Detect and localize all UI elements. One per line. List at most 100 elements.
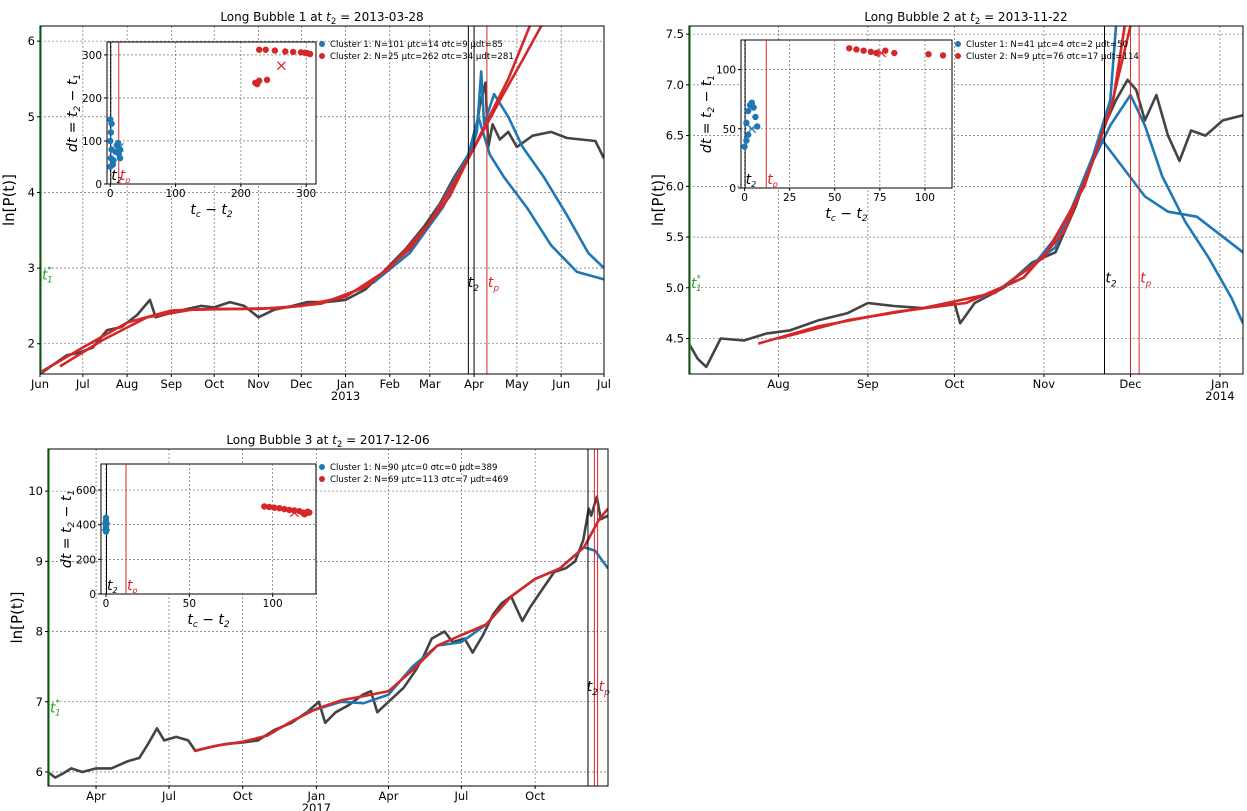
- price-line: [48, 495, 608, 779]
- inset-point-cluster2: [853, 46, 860, 53]
- y-tick-label: 6.0: [666, 179, 684, 193]
- t2-label: t2: [468, 275, 480, 294]
- inset-point-cluster2: [860, 47, 867, 54]
- t1-label: t* 1: [42, 265, 53, 285]
- y-tick-label: 4.5: [666, 331, 684, 345]
- inset-point-cluster2: [939, 52, 947, 59]
- inset-point-cluster2: [925, 51, 932, 58]
- chart-2: Long Bubble 2 at t2 = 2013-11-22 t* 1 t2 tp 4…: [649, 10, 1244, 403]
- chart-title: Long Bubble 3 at t2 = 2017-12-06: [226, 433, 429, 450]
- inset-point-cluster2: [261, 503, 268, 510]
- y-tick-label: 6.5: [666, 129, 684, 143]
- x-tick-label: Oct: [204, 377, 224, 391]
- x-year-label: 2013: [331, 389, 360, 403]
- inset-point-cluster2: [304, 508, 311, 515]
- y-axis: 6 7 8 9 10: [28, 484, 48, 779]
- inset-x-tick-label: 100: [166, 188, 186, 200]
- legend: Cluster 1: N=101 μtc=14 σtc=9 μdt=85 Clus…: [319, 40, 514, 62]
- fit-cluster1-2: [994, 93, 1243, 324]
- inset-point-cluster2: [276, 505, 283, 512]
- x-tick-label: Jul: [453, 789, 468, 803]
- t1-label: t* 1: [50, 698, 61, 718]
- inset-point-cluster1: [107, 137, 114, 145]
- fit-cluster1-1: [979, 26, 1118, 300]
- y-tick-label: 6: [28, 34, 35, 48]
- inset-y-tick-label: 0: [89, 589, 96, 601]
- y-axis-label: ln[P(t)]: [0, 174, 18, 226]
- inset-point-cluster1: [741, 143, 748, 150]
- inset-y-tick-label: 200: [82, 93, 102, 105]
- legend-label-cluster1: Cluster 1: N=90 μtc=0 σtc=0 μdt=389: [330, 463, 497, 473]
- t1-label: t* 1: [691, 274, 702, 294]
- inset-mean-cluster1: [114, 142, 124, 152]
- y-tick-label: 9: [36, 554, 43, 568]
- y-tick-label: 3: [28, 261, 35, 275]
- x-tick-label: Aug: [767, 377, 789, 391]
- inset-tp-label: tp: [120, 168, 131, 185]
- legend-label-cluster2: Cluster 2: N=25 μtc=262 σtc=34 μdt=281: [330, 52, 514, 62]
- t2-label: t2: [587, 679, 599, 698]
- y-tick-label: 6: [36, 765, 43, 779]
- x-tick-label: Jul: [75, 377, 90, 391]
- inset-x-tick-label: 25: [783, 192, 796, 204]
- legend-marker-cluster1: [319, 464, 325, 470]
- x-tick-label: Dec: [290, 377, 312, 391]
- legend-label-cluster2: Cluster 2: N=69 μtc=113 σtc=7 μdt=469: [330, 475, 508, 485]
- y-tick-label: 5: [28, 110, 35, 124]
- inset-point-cluster2: [846, 45, 853, 52]
- inset-mean-cluster2: [877, 48, 887, 58]
- tp-label: tp: [488, 275, 500, 294]
- inset-point-cluster1: [743, 119, 750, 127]
- inset-y-label: dt = t2 − t1: [699, 75, 717, 153]
- x-tick-label: Sep: [161, 377, 183, 391]
- inset-x-tick-label: 0: [103, 598, 110, 610]
- inset-y-tick-label: 50: [723, 124, 736, 136]
- inset-t2-label: t2: [111, 168, 122, 185]
- x-axis: Jun Jul Aug Sep Oct Nov Dec Jan Feb Mar Apr May Jun J…: [30, 374, 611, 403]
- y-axis-label: ln[P(t)]: [8, 591, 26, 643]
- fit-cluster2-1: [40, 26, 543, 374]
- inset-point-cluster2: [271, 504, 278, 511]
- x-tick-label: Jan: [307, 789, 326, 803]
- legend-marker-cluster1: [319, 41, 325, 47]
- inset-y-tick-label: 0: [729, 183, 736, 195]
- inset-point-cluster2: [291, 507, 298, 514]
- t2-label: t2: [1105, 271, 1117, 290]
- inset-t2-label: t2: [746, 172, 757, 189]
- x-year-label: 2014: [1205, 389, 1234, 403]
- chart-3: Long Bubble 3 at t2 = 2017-12-06t* 1t2 tp6…: [8, 433, 610, 811]
- inset-mean-cluster1: [747, 124, 757, 134]
- inset-x-tick-label: 50: [183, 598, 196, 610]
- inset-point-cluster2: [255, 46, 263, 53]
- inset-point-cluster2: [891, 49, 898, 57]
- inset-point-cluster2: [282, 48, 289, 55]
- y-tick-label: 10: [28, 484, 43, 498]
- fit-cluster1-2: [388, 115, 604, 281]
- inset-tp-label: tp: [127, 578, 138, 595]
- inset-point-cluster1: [752, 113, 759, 121]
- x-tick-label: Apr: [464, 377, 484, 391]
- inset-point-cluster2: [306, 50, 314, 58]
- legend-label-cluster2: Cluster 2: N=9 μtc=76 σtc=17 μdt=114: [966, 52, 1139, 62]
- y-tick-label: 4: [28, 185, 35, 199]
- inset-x-tick-label: 300: [296, 188, 316, 200]
- tp-label: tp: [599, 679, 611, 698]
- x-tick-label: Jan: [1210, 377, 1229, 391]
- x-tick-label: Feb: [380, 377, 400, 391]
- inset-y-label: dt = t2 − t1: [65, 74, 83, 152]
- inset-point-cluster1: [102, 514, 110, 521]
- y-axis: 2 3 4 5 6: [28, 34, 40, 351]
- inset-y-tick-label: 600: [76, 485, 96, 497]
- y-axis: 4.5 5.0 5.5 6.0 6.5 7.0 7.5: [666, 27, 689, 345]
- legend: Cluster 1: N=90 μtc=0 σtc=0 μdt=389 Clust…: [319, 463, 508, 485]
- plot-frame: [47, 448, 609, 787]
- fit-cluster1-1: [306, 546, 608, 714]
- x-tick-label: Nov: [1033, 377, 1056, 391]
- inset-point-cluster2: [271, 47, 279, 54]
- x-tick-label: Oct: [945, 377, 965, 391]
- inset-x-tick-label: 100: [915, 192, 935, 204]
- chart-title: Long Bubble 2 at t2 = 2013-11-22: [864, 10, 1067, 27]
